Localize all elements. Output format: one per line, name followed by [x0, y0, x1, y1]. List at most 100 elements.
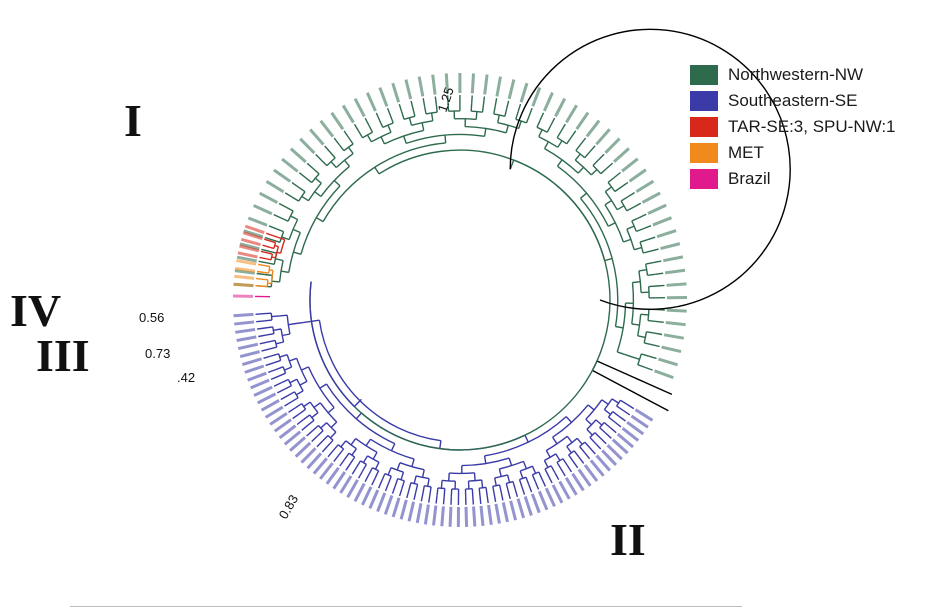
tip-label — [247, 371, 267, 382]
clade-label-4: IV — [10, 285, 62, 336]
branch — [604, 199, 612, 206]
branch-arc — [384, 472, 392, 477]
branch — [539, 112, 545, 121]
branch — [600, 437, 607, 445]
tip-label — [264, 405, 284, 419]
branch — [541, 478, 547, 487]
branch — [514, 488, 519, 497]
branch — [483, 128, 487, 137]
branch — [626, 403, 635, 410]
tip-label — [319, 462, 334, 480]
branch — [600, 167, 608, 175]
tip-label — [613, 147, 630, 163]
tip-label — [269, 412, 288, 426]
tip-label — [507, 79, 516, 100]
branch — [257, 327, 266, 330]
branch — [560, 123, 566, 132]
branch — [595, 419, 603, 426]
branch — [607, 222, 616, 227]
tip-label — [495, 76, 502, 97]
tip-label — [306, 452, 323, 470]
branch — [263, 312, 272, 315]
branch-arc — [355, 438, 378, 453]
branch — [347, 146, 354, 155]
branch — [274, 244, 279, 248]
branch-arc — [442, 479, 456, 482]
tip-label — [589, 459, 605, 477]
branch — [448, 473, 450, 481]
branch — [374, 166, 380, 175]
branch — [292, 228, 301, 234]
branch — [278, 372, 286, 377]
tip-label — [250, 378, 270, 390]
tip-label — [558, 480, 571, 500]
branch — [562, 458, 568, 466]
branch — [614, 421, 622, 428]
tip-label — [365, 92, 377, 112]
tip-label — [595, 128, 611, 146]
branch — [614, 186, 622, 193]
branch-arc — [397, 477, 405, 482]
branch-arc — [372, 467, 379, 472]
tip-label — [565, 104, 578, 124]
tip-label — [666, 295, 688, 300]
branch-arc — [607, 411, 614, 418]
tip-label — [628, 168, 647, 183]
tip-label — [417, 76, 425, 97]
branch — [620, 196, 629, 202]
legend-swatch — [690, 143, 718, 163]
branch — [631, 356, 640, 360]
branch — [364, 474, 370, 483]
tip-label — [309, 128, 325, 146]
branch-arc — [575, 149, 586, 159]
branch — [301, 195, 309, 202]
tip-label — [239, 244, 260, 253]
branch — [531, 465, 537, 474]
legend-item-brazil: Brazil — [690, 166, 896, 192]
tip-label — [244, 224, 265, 235]
branch — [282, 333, 291, 337]
branch — [312, 168, 320, 175]
branch-arc — [317, 425, 324, 432]
branch — [292, 413, 300, 420]
branch — [357, 470, 364, 479]
branch — [345, 463, 351, 471]
tip-label — [509, 500, 518, 521]
branch — [525, 115, 530, 124]
tip-label — [479, 505, 485, 527]
branch — [574, 153, 581, 161]
tip-label — [660, 242, 681, 251]
branch — [601, 399, 609, 405]
legend-swatch — [690, 65, 718, 85]
branch-arc — [544, 465, 552, 470]
legend-item-northwestern: Northwestern-NW — [690, 62, 896, 88]
bottom-divider — [70, 606, 742, 607]
legend-label: Northwestern-NW — [728, 65, 864, 84]
branch — [624, 353, 633, 358]
branch-arc — [425, 111, 438, 115]
branch — [271, 256, 276, 259]
branch — [413, 491, 417, 500]
branch — [505, 125, 509, 133]
branch — [260, 250, 269, 254]
tip-label — [551, 484, 564, 504]
branch-arc — [497, 122, 519, 130]
tip-label — [657, 357, 679, 367]
branch — [410, 100, 414, 109]
branch — [357, 130, 364, 139]
branch — [645, 261, 654, 265]
branch — [291, 196, 300, 202]
branch — [534, 481, 540, 490]
branch-arc — [437, 487, 445, 490]
branch — [504, 108, 508, 117]
tip-label — [440, 506, 445, 527]
branch — [435, 104, 438, 113]
branch — [528, 484, 533, 493]
branch-arc — [592, 165, 602, 175]
branch — [584, 452, 591, 460]
tip-label — [663, 333, 685, 340]
branch — [271, 280, 280, 283]
branch — [560, 468, 566, 477]
branch — [288, 322, 297, 326]
tip-label — [595, 454, 611, 472]
